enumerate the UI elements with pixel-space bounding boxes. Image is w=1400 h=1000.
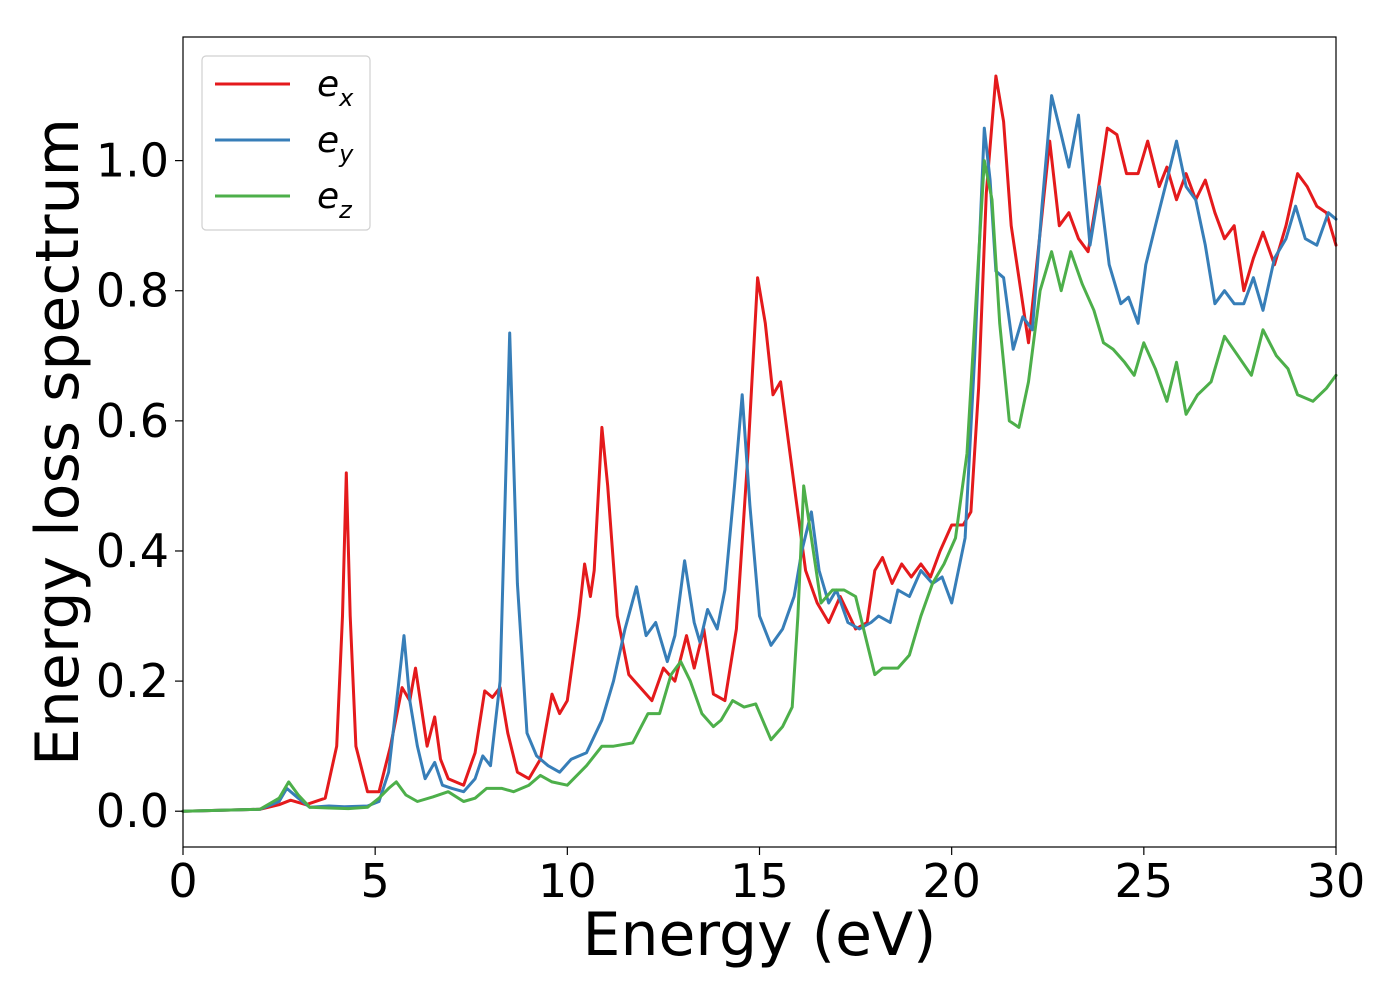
x-tick-label: 15 (730, 854, 789, 908)
legend-label-ez: ez (317, 176, 353, 224)
x-tick-label: 30 (1307, 854, 1366, 908)
legend-label-base: e (317, 120, 339, 161)
x-axis-title: Energy (eV) (583, 900, 937, 970)
y-axis-ticks: 0.0 0.2 0.4 0.6 0.8 1.0 (96, 134, 183, 838)
x-tick-label: 5 (361, 854, 390, 908)
legend-box (201, 55, 371, 231)
series-line-ez (181, 159, 1338, 813)
series-layer (181, 74, 1338, 813)
y-tick-label: 0.8 (96, 264, 169, 318)
series-line-ex (181, 74, 1338, 813)
legend-label-base: e (317, 176, 339, 217)
x-tick-label: 0 (168, 854, 197, 908)
legend-label-subscript: z (338, 196, 353, 224)
x-axis-ticks: 0 5 10 15 20 25 30 (168, 847, 1365, 908)
legend-label-subscript: y (338, 140, 354, 168)
y-tick-label: 0.2 (96, 654, 169, 708)
series-line-ey (181, 94, 1338, 813)
y-tick-label: 0.0 (96, 784, 169, 838)
y-tick-label: 0.6 (96, 394, 169, 448)
legend-label-base: e (317, 64, 339, 105)
y-tick-label: 0.4 (96, 524, 169, 578)
x-tick-label: 10 (538, 854, 597, 908)
legend-label-ey: ey (317, 120, 354, 168)
legend-label-ex: ex (317, 64, 354, 112)
x-tick-label: 25 (1115, 854, 1174, 908)
legend-label-subscript: x (338, 84, 354, 112)
y-tick-label: 1.0 (96, 134, 169, 188)
y-axis-title: Energy loss spectrum (23, 118, 93, 766)
x-tick-label: 20 (922, 854, 981, 908)
